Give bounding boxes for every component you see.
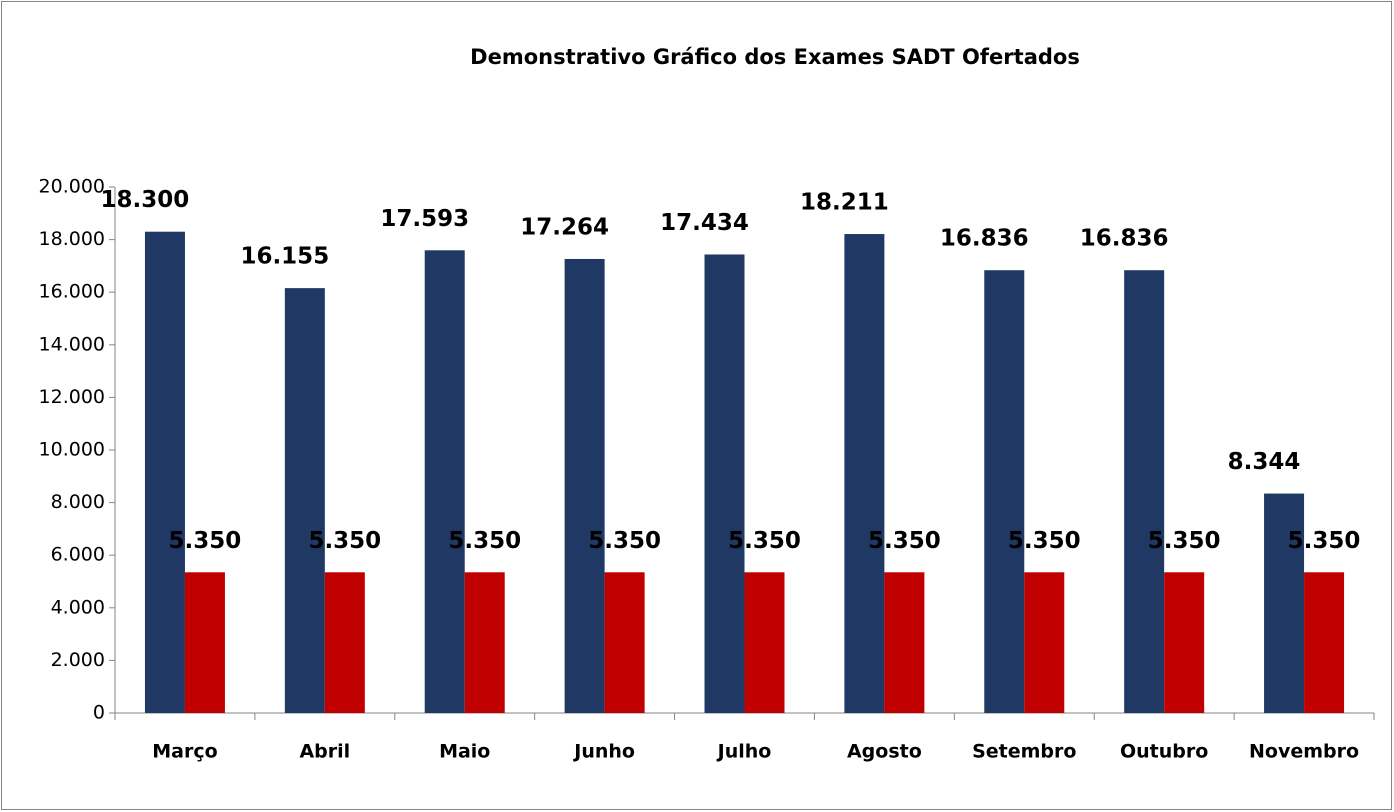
bar bbox=[144, 231, 185, 713]
chart-title: Demonstrativo Gráfico dos Exames SADT Of… bbox=[470, 45, 1080, 69]
value-label: 18.300 bbox=[101, 187, 190, 213]
x-tick-label: Junho bbox=[572, 741, 635, 763]
y-tick-label: 6.000 bbox=[51, 544, 105, 566]
bar bbox=[184, 572, 225, 713]
value-label: 5.350 bbox=[588, 528, 661, 554]
x-tick-label: Novembro bbox=[1249, 741, 1359, 763]
x-tick-label: Maio bbox=[439, 741, 490, 763]
value-label: 16.836 bbox=[1080, 226, 1169, 252]
bar bbox=[844, 234, 885, 713]
value-label: 5.350 bbox=[1008, 528, 1081, 554]
value-label: 5.350 bbox=[448, 528, 521, 554]
y-tick-label: 0 bbox=[93, 702, 105, 724]
y-tick-label: 12.000 bbox=[39, 386, 105, 408]
bar bbox=[704, 254, 745, 714]
bar bbox=[744, 572, 785, 713]
bar bbox=[604, 572, 645, 713]
value-label: 18.211 bbox=[800, 190, 889, 216]
x-tick-label: Outubro bbox=[1120, 741, 1208, 763]
x-tick-label: Julho bbox=[716, 741, 772, 763]
value-label: 5.350 bbox=[728, 528, 801, 554]
value-label: 16.155 bbox=[240, 244, 329, 270]
bar bbox=[564, 258, 605, 713]
y-tick-label: 14.000 bbox=[39, 333, 105, 355]
value-label: 5.350 bbox=[868, 528, 941, 554]
value-label: 8.344 bbox=[1228, 449, 1301, 475]
y-tick-label: 4.000 bbox=[51, 596, 105, 618]
bar bbox=[284, 288, 325, 713]
value-label: 17.264 bbox=[520, 214, 609, 240]
value-label: 16.836 bbox=[940, 226, 1029, 252]
bar bbox=[1264, 493, 1305, 713]
x-tick-label: Setembro bbox=[972, 741, 1076, 763]
x-tick-label: Abril bbox=[299, 741, 350, 763]
value-label: 5.350 bbox=[1148, 528, 1221, 554]
y-tick-label: 8.000 bbox=[51, 491, 105, 513]
bar bbox=[1124, 270, 1165, 713]
x-tick-label: Agosto bbox=[847, 741, 922, 763]
value-label: 17.593 bbox=[380, 206, 469, 232]
bar bbox=[984, 270, 1025, 713]
y-tick-label: 18.000 bbox=[39, 228, 105, 250]
bar bbox=[1164, 572, 1205, 713]
value-label: 5.350 bbox=[308, 528, 381, 554]
bar bbox=[884, 572, 925, 713]
bar bbox=[464, 572, 505, 713]
bar bbox=[1304, 572, 1345, 713]
y-tick-label: 16.000 bbox=[39, 281, 105, 303]
y-tick-label: 2.000 bbox=[51, 649, 105, 671]
bar bbox=[1024, 572, 1065, 713]
value-label: 17.434 bbox=[660, 210, 749, 236]
x-tick-label: Março bbox=[152, 741, 217, 763]
value-label: 5.350 bbox=[169, 528, 242, 554]
y-tick-label: 20.000 bbox=[39, 176, 105, 198]
bar bbox=[324, 572, 365, 713]
y-tick-label: 10.000 bbox=[39, 439, 105, 461]
bar bbox=[424, 250, 465, 714]
value-label: 5.350 bbox=[1288, 528, 1361, 554]
